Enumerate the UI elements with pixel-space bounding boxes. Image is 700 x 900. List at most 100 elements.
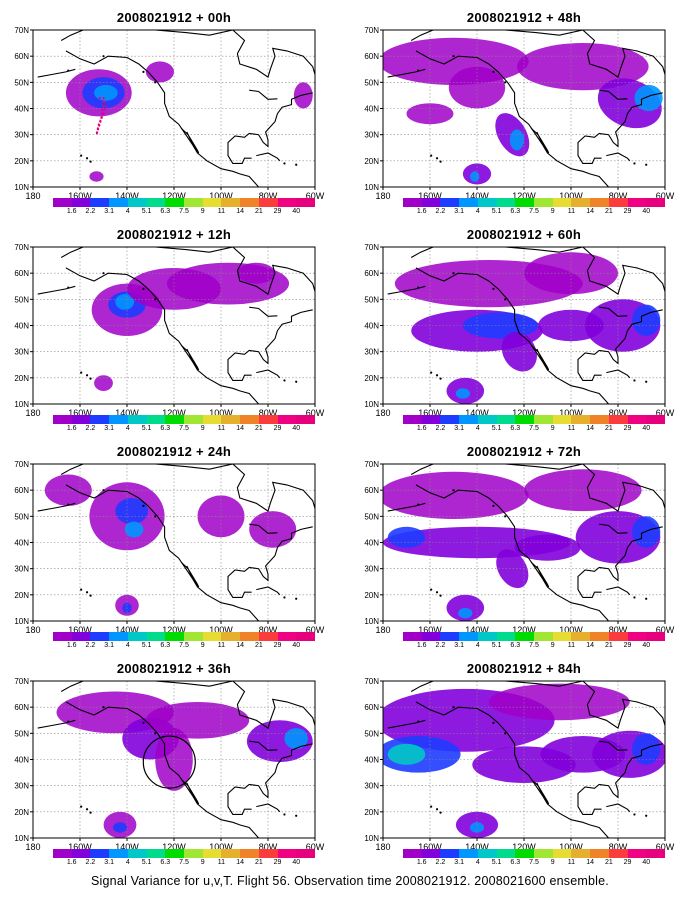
colorbar-swatch [184,849,203,858]
colorbar-level-label: 14 [586,859,595,866]
colorbar-level-label: 11 [567,425,576,432]
colorbar-level-label: 21 [604,208,613,215]
colorbar-swatch [571,849,591,858]
colorbar-swatch [71,415,91,424]
colorbar-level-label: 5.1 [491,208,502,215]
colorbar-swatch [627,198,647,207]
colorbar-swatch [403,198,422,207]
colorbar-level-label: 3.1 [104,642,115,649]
lat-tick-label: 70N [364,243,379,252]
map-84h: 180 160W 140W 120W 100W 80W 60W 10N 20N 30N 40N 50N… [364,677,674,852]
lon-tick-label: 160W [418,408,442,418]
colorbar-swatch [590,198,609,207]
lon-tick-label: 80W [609,842,628,852]
colorbar-swatch [296,632,316,641]
lon-tick-label: 120W [162,625,186,635]
lat-tick-label: 70N [364,26,379,35]
variance-region [634,84,663,112]
colorbar-swatch [277,849,297,858]
colorbar [403,415,666,424]
lat-tick-label: 50N [14,512,29,521]
lon-tick-label: 180 [25,625,40,635]
lat-tick-label: 10N [364,617,379,626]
colorbar-swatch [127,632,147,641]
variance-region [496,549,529,589]
colorbar-level-label: 1.6 [416,425,427,432]
lat-tick-label: 60N [364,703,379,712]
colorbar-level-label: 7.5 [179,425,189,432]
colorbar-swatch [534,632,553,641]
colorbar-swatch [53,632,72,641]
colorbar-swatch [590,849,609,858]
variance-region [115,294,135,310]
map-48h: 180 160W 140W 120W 100W 80W 60W 10N 20N 30N 40N 50N… [364,26,674,201]
coastline [227,309,313,381]
colorbar-level-label: 5.1 [141,859,152,866]
panel-grid: 2008021912 + 00h 180 160W 140W 120W 100W 80W 60… [14,10,674,866]
lat-tick-label: 30N [364,782,379,791]
flight-track [95,97,107,135]
map-area: 180 160W 140W 120W 100W 80W 60W 10N 20N 30N 40N 50N… [14,26,324,201]
colorbar-level-label: 1.6 [66,642,77,649]
colorbar-swatch [552,415,572,424]
coastline [387,719,426,729]
colorbar-level-label: 9 [200,642,205,649]
colorbar-swatch [90,415,110,424]
colorbar-level-label: 11 [567,208,576,215]
coastline [180,344,200,371]
colorbar-level-label: 40 [642,859,651,866]
lat-tick-label: 30N [14,131,29,140]
lon-tick-label: 60W [306,625,325,635]
map-area: 180 160W 140W 120W 100W 80W 60W 10N 20N 30N 40N 50N… [364,243,674,418]
lon-tick-label: 60W [306,842,325,852]
colorbar-level-label: 11 [217,859,226,866]
lon-tick-label: 180 [375,408,390,418]
lon-tick-label: 100W [559,191,583,201]
coastline [65,50,260,187]
colorbar-level-label: 40 [292,642,301,649]
lat-tick-label: 20N [364,157,379,166]
colorbar-swatch [146,849,166,858]
colorbar-level-label: 7.5 [179,642,189,649]
colorbar-level-label: 6.3 [160,859,171,866]
coastline [249,89,278,100]
colorbar-level-label: 5.1 [141,642,152,649]
colorbar-level-label: 40 [642,425,651,432]
colorbar-labels: 1.6 2.2 3.1 4 5.1 6.3 7.5 9 11 14 21 29 40 [403,642,665,652]
panel-title: 2008021912 + 60h [466,227,582,242]
variance-region [197,495,245,538]
coastline [582,247,665,295]
coastline [37,502,76,512]
variance-region [632,304,661,336]
lon-tick-label: 80W [259,625,278,635]
variance-region [517,43,649,91]
lon-tick-label: 160W [68,842,92,852]
colorbar-swatch [221,415,241,424]
colorbar-level-label: 11 [217,425,226,432]
lon-tick-label: 160W [418,191,442,201]
variance-region [249,511,297,548]
colorbar-swatch [421,415,441,424]
lat-tick-label: 30N [364,348,379,357]
lat-tick-label: 20N [364,591,379,600]
lon-tick-label: 100W [209,191,233,201]
lon-tick-label: 140W [465,842,489,852]
colorbar-level-label: 21 [604,859,613,866]
colorbar-level-label: 14 [586,425,595,432]
colorbar-swatch [165,415,185,424]
colorbar-swatch [496,415,516,424]
lon-tick-label: 140W [465,625,489,635]
colorbar-swatch [459,849,478,858]
colorbar-level-label: 7.5 [179,859,189,866]
coastline [249,523,278,534]
colorbar-swatch [184,632,203,641]
coastline [37,68,76,78]
coastline [387,502,426,512]
variance-region [383,471,529,519]
lat-tick-label: 10N [14,183,29,192]
colorbar-swatch [53,415,72,424]
colorbar-level-label: 21 [254,859,263,866]
colorbar-swatch [127,415,147,424]
colorbar-level-label: 3.1 [454,425,465,432]
coastline [60,30,233,41]
